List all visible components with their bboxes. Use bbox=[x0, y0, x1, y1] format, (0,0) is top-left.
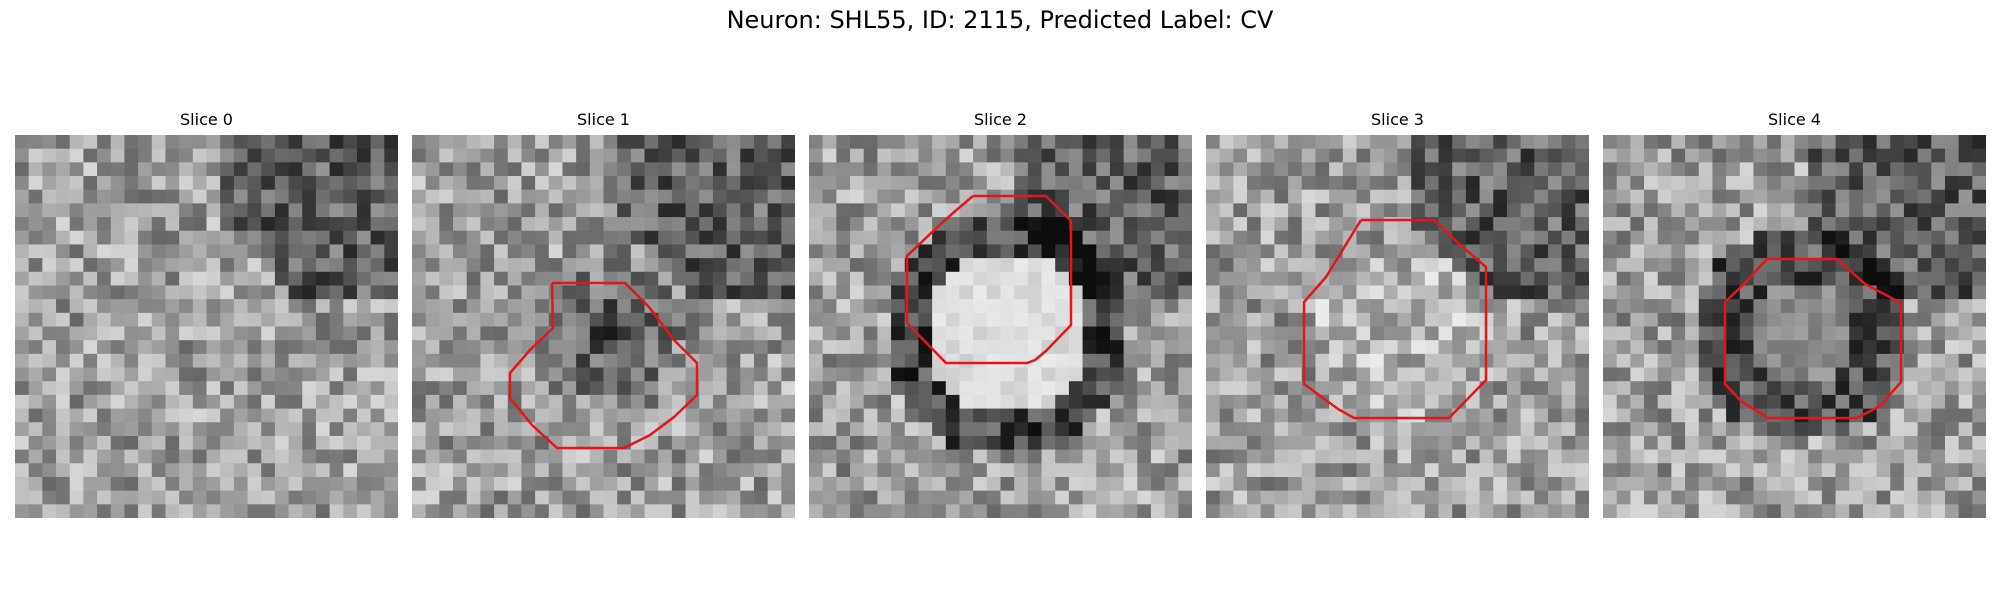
figure-title: Neuron: SHL55, ID: 2115, Predicted Label… bbox=[726, 6, 1274, 34]
microscopy-image bbox=[809, 135, 1192, 518]
slice-image bbox=[1206, 135, 1589, 518]
segmentation-outline bbox=[1302, 218, 1488, 420]
microscopy-image bbox=[15, 135, 398, 518]
slice-title: Slice 1 bbox=[577, 110, 630, 129]
slice-image bbox=[15, 135, 398, 518]
slice-title: Slice 0 bbox=[180, 110, 233, 129]
segmentation-outline bbox=[1723, 257, 1903, 420]
microscopy-image bbox=[412, 135, 795, 518]
microscopy-image bbox=[1603, 135, 1986, 518]
microscopy-image bbox=[1206, 135, 1589, 518]
slice-image bbox=[809, 135, 1192, 518]
segmentation-outline bbox=[508, 281, 699, 450]
slice-title: Slice 3 bbox=[1371, 110, 1424, 129]
slice-image bbox=[1603, 135, 1986, 518]
slice-title: Slice 2 bbox=[974, 110, 1027, 129]
slice-title: Slice 4 bbox=[1768, 110, 1821, 129]
segmentation-outline bbox=[905, 194, 1073, 365]
slice-image bbox=[412, 135, 795, 518]
